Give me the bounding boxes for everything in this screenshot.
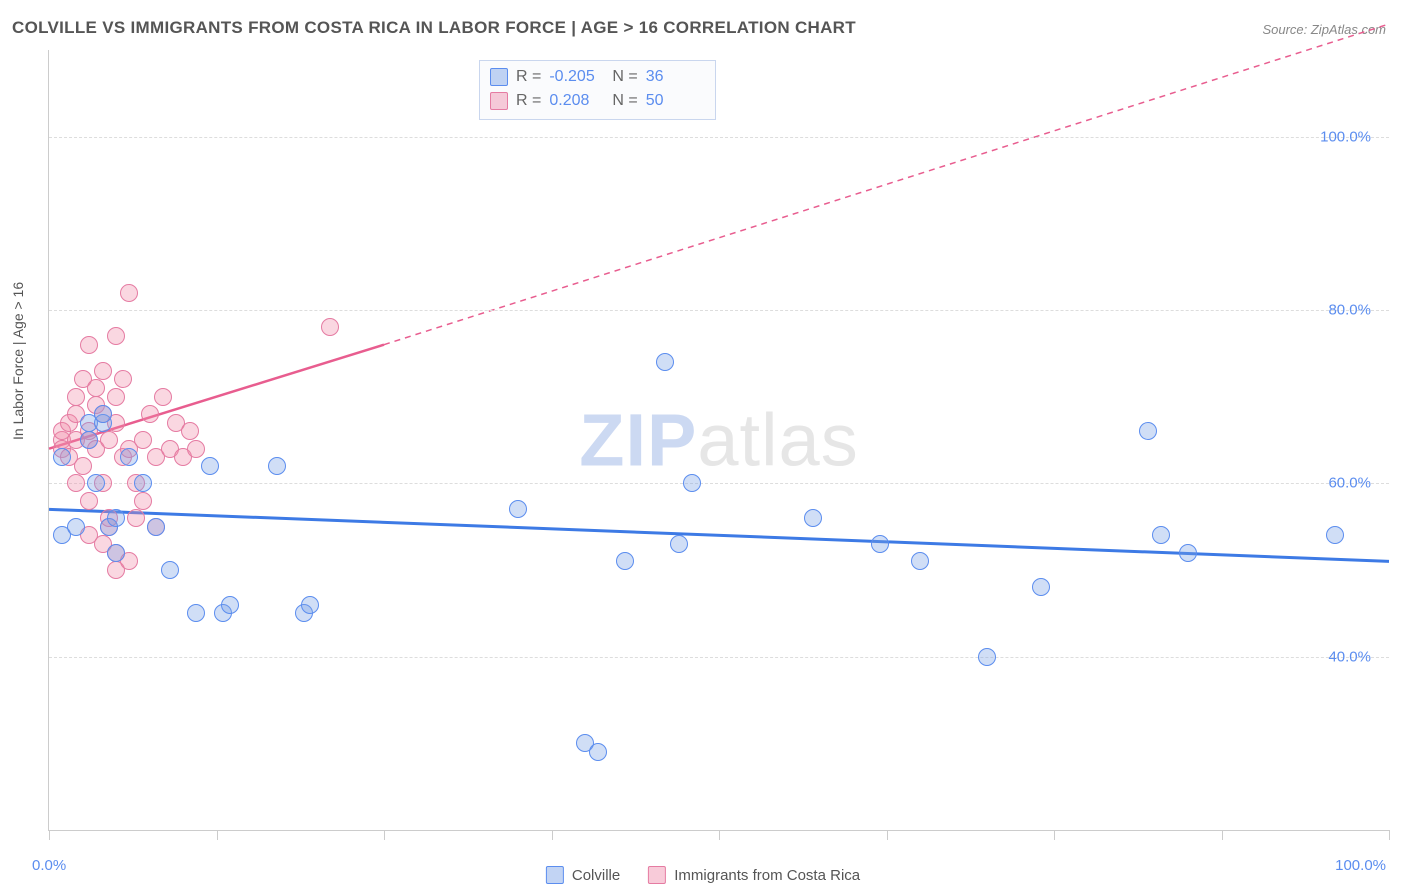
- stats-row-colville: R = -0.205 N = 36: [490, 65, 701, 89]
- data-point: [114, 370, 132, 388]
- legend-item-costarica: Immigrants from Costa Rica: [648, 866, 860, 884]
- data-point: [154, 388, 172, 406]
- x-tick: [552, 830, 553, 840]
- data-point: [67, 388, 85, 406]
- data-point: [221, 596, 239, 614]
- gridline: [49, 310, 1389, 311]
- r-value: -0.205: [549, 65, 604, 89]
- data-point: [181, 422, 199, 440]
- x-tick: [887, 830, 888, 840]
- n-value: 36: [646, 65, 701, 89]
- r-value: 0.208: [549, 89, 604, 113]
- data-point: [978, 648, 996, 666]
- data-point: [67, 474, 85, 492]
- n-value: 50: [646, 89, 701, 113]
- data-point: [107, 509, 125, 527]
- data-point: [80, 492, 98, 510]
- swatch-blue-icon: [490, 68, 508, 86]
- data-point: [201, 457, 219, 475]
- data-point: [127, 509, 145, 527]
- data-point: [268, 457, 286, 475]
- r-label: R =: [516, 65, 541, 89]
- data-point: [187, 604, 205, 622]
- data-point: [107, 327, 125, 345]
- gridline: [49, 657, 1389, 658]
- data-point: [80, 431, 98, 449]
- data-point: [87, 474, 105, 492]
- data-point: [80, 336, 98, 354]
- x-tick: [719, 830, 720, 840]
- data-point: [94, 362, 112, 380]
- swatch-blue-icon: [546, 866, 564, 884]
- data-point: [656, 353, 674, 371]
- data-point: [321, 318, 339, 336]
- legend-label: Immigrants from Costa Rica: [674, 867, 860, 884]
- gridline: [49, 483, 1389, 484]
- y-tick-label: 40.0%: [1328, 648, 1371, 665]
- data-point: [616, 552, 634, 570]
- x-tick-0: 0.0%: [32, 857, 66, 874]
- x-tick: [1054, 830, 1055, 840]
- data-point: [804, 509, 822, 527]
- legend-label: Colville: [572, 867, 620, 884]
- data-point: [1139, 422, 1157, 440]
- data-point: [187, 440, 205, 458]
- correlation-stats-box: R = -0.205 N = 36 R = 0.208 N = 50: [479, 60, 716, 120]
- data-point: [87, 379, 105, 397]
- swatch-pink-icon: [648, 866, 666, 884]
- data-point: [94, 405, 112, 423]
- data-point: [161, 561, 179, 579]
- data-point: [120, 448, 138, 466]
- data-point: [1032, 578, 1050, 596]
- x-tick: [217, 830, 218, 840]
- gridline: [49, 137, 1389, 138]
- data-point: [1326, 526, 1344, 544]
- source-attribution: Source: ZipAtlas.com: [1262, 22, 1386, 37]
- data-point: [53, 448, 71, 466]
- data-point: [134, 474, 152, 492]
- x-tick: [1222, 830, 1223, 840]
- data-point: [107, 544, 125, 562]
- data-point: [509, 500, 527, 518]
- data-point: [670, 535, 688, 553]
- data-point: [134, 431, 152, 449]
- data-point: [589, 743, 607, 761]
- y-tick-label: 100.0%: [1320, 128, 1371, 145]
- data-point: [1152, 526, 1170, 544]
- legend-item-colville: Colville: [546, 866, 620, 884]
- data-point: [134, 492, 152, 510]
- plot-area: ZIPatlas R = -0.205 N = 36 R = 0.208 N =…: [48, 50, 1389, 831]
- n-label: N =: [612, 89, 637, 113]
- data-point: [911, 552, 929, 570]
- data-point: [67, 518, 85, 536]
- data-point: [100, 431, 118, 449]
- stats-row-costarica: R = 0.208 N = 50: [490, 89, 701, 113]
- x-tick: [1389, 830, 1390, 840]
- y-tick-label: 60.0%: [1328, 475, 1371, 492]
- data-point: [107, 388, 125, 406]
- x-tick: [384, 830, 385, 840]
- r-label: R =: [516, 89, 541, 113]
- data-point: [120, 284, 138, 302]
- data-point: [301, 596, 319, 614]
- x-tick-100: 100.0%: [1335, 857, 1386, 874]
- y-axis-label: In Labor Force | Age > 16: [10, 282, 26, 440]
- y-tick-label: 80.0%: [1328, 302, 1371, 319]
- data-point: [141, 405, 159, 423]
- legend: Colville Immigrants from Costa Rica: [546, 866, 860, 884]
- data-point: [683, 474, 701, 492]
- x-tick: [49, 830, 50, 840]
- chart-title: COLVILLE VS IMMIGRANTS FROM COSTA RICA I…: [12, 18, 856, 38]
- swatch-pink-icon: [490, 92, 508, 110]
- n-label: N =: [612, 65, 637, 89]
- regression-lines: [49, 50, 1389, 830]
- data-point: [147, 518, 165, 536]
- data-point: [1179, 544, 1197, 562]
- data-point: [871, 535, 889, 553]
- data-point: [74, 457, 92, 475]
